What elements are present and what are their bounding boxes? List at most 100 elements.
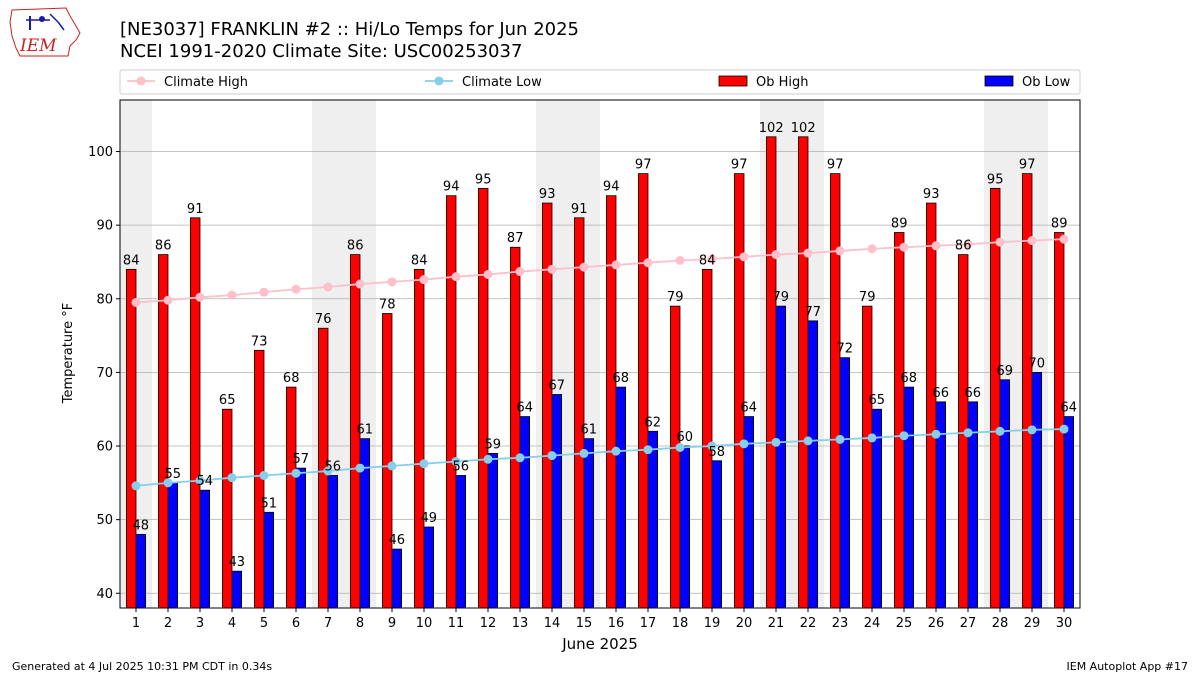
x-tick-label-19: 19 — [704, 616, 721, 631]
climate-high-point-day-9 — [387, 277, 397, 287]
label-ob-low-day-24: 65 — [869, 393, 886, 408]
label-ob-high-day-24: 79 — [859, 290, 876, 305]
legend-label-ob-high: Ob High — [756, 75, 809, 90]
climate-high-point-day-24 — [867, 244, 877, 254]
bar-ob-low-day-19 — [711, 460, 723, 609]
bar-ob-low-day-16 — [615, 386, 627, 609]
x-tick-label-15: 15 — [576, 616, 593, 631]
label-ob-low-day-20: 64 — [741, 401, 758, 416]
label-ob-high-day-16: 94 — [603, 180, 620, 195]
bar-ob-high-day-11 — [445, 195, 457, 609]
label-ob-high-day-22: 102 — [791, 121, 816, 136]
climate-low-point-day-21 — [771, 437, 781, 447]
bar-ob-low-day-3 — [199, 489, 211, 609]
x-tick-label-26: 26 — [928, 616, 945, 631]
climate-low-point-day-20 — [739, 439, 749, 449]
climate-high-point-day-6 — [291, 284, 301, 294]
bar-ob-high-day-1 — [126, 268, 137, 609]
bar-ob-high-day-3 — [189, 217, 201, 609]
climate-low-point-day-9 — [387, 461, 397, 471]
bar-ob-high-day-30 — [1054, 232, 1065, 609]
climate-lines — [131, 234, 1069, 491]
climate-low-point-day-10 — [419, 459, 429, 469]
y-axis-label: Temperature °F — [61, 303, 76, 404]
bar-ob-low-day-14 — [551, 394, 563, 609]
label-ob-low-day-28: 69 — [997, 364, 1014, 379]
bar-ob-high-day-17 — [638, 173, 649, 609]
climate-low-point-day-4 — [227, 473, 237, 483]
climate-high-point-day-29 — [1027, 236, 1037, 246]
y-tick-label-70: 70 — [96, 366, 113, 381]
legend: Climate High Climate Low Ob High Ob Low — [119, 69, 1081, 95]
bar-ob-low-day-7 — [327, 475, 339, 609]
label-ob-low-day-14: 67 — [549, 378, 566, 393]
label-ob-low-day-8: 61 — [357, 423, 374, 438]
climate-low-point-day-3 — [195, 476, 205, 486]
bar-ob-high-day-4 — [221, 408, 233, 609]
x-tick-label-12: 12 — [480, 616, 497, 631]
climate-low-point-day-2 — [163, 478, 173, 488]
footer-generated: Generated at 4 Jul 2025 10:31 PM CDT in … — [12, 660, 272, 673]
bar-ob-high-day-18 — [670, 305, 681, 609]
climate-low-point-day-7 — [323, 466, 333, 476]
bar-ob-low-day-21 — [775, 305, 787, 609]
x-tick-label-2: 2 — [164, 616, 172, 631]
label-ob-low-day-10: 49 — [421, 511, 438, 526]
x-tick-label-3: 3 — [196, 616, 204, 631]
label-ob-high-day-27: 86 — [955, 239, 972, 254]
climate-low-point-day-22 — [803, 436, 813, 446]
legend-item-climate-low: Climate Low — [425, 75, 542, 90]
climate-high-point-day-7 — [323, 282, 333, 292]
bar-ob-low-day-28 — [999, 379, 1011, 609]
climate-low-point-day-16 — [611, 446, 621, 456]
bar-ob-low-day-9 — [391, 548, 403, 609]
label-ob-high-day-2: 86 — [155, 239, 172, 254]
label-ob-low-day-11: 56 — [453, 459, 470, 474]
iem-logo: IEM — [9, 7, 81, 57]
label-ob-low-day-17: 62 — [645, 415, 662, 430]
legend-frame — [119, 69, 1081, 95]
label-ob-high-day-28: 95 — [987, 172, 1004, 187]
climate-high-point-day-27 — [963, 239, 973, 249]
data-labels: 84 48 86 55 91 54 65 43 73 51 68 57 76 56 86 61 78 46 84 49… — [123, 121, 1077, 570]
x-tick-label-6: 6 — [292, 616, 300, 631]
bar-ob-high-day-13 — [509, 246, 521, 609]
x-tick-label-22: 22 — [800, 616, 817, 631]
legend-label-ob-low: Ob Low — [1022, 75, 1071, 90]
label-ob-low-day-12: 59 — [485, 437, 502, 452]
climate-high-point-day-19 — [707, 254, 717, 264]
x-tick-label-20: 20 — [736, 616, 753, 631]
climate-high-point-day-5 — [259, 287, 269, 297]
bar-ob-low-day-10 — [423, 526, 435, 609]
weather-station-icon — [26, 13, 65, 31]
climate-low-point-day-6 — [291, 468, 301, 478]
label-ob-low-day-15: 61 — [581, 423, 598, 438]
label-ob-low-day-22: 77 — [805, 305, 822, 320]
climate-high-point-day-20 — [739, 252, 749, 262]
label-ob-low-day-21: 79 — [773, 290, 790, 305]
label-ob-low-day-23: 72 — [837, 342, 854, 357]
climate-low-point-day-18 — [675, 443, 685, 453]
label-ob-high-day-8: 86 — [347, 239, 364, 254]
chart-title: [NE3037] FRANKLIN #2 :: Hi/Lo Temps for … — [120, 19, 579, 40]
label-ob-high-day-7: 76 — [315, 312, 332, 327]
climate-high-point-day-3 — [195, 292, 205, 302]
bar-ob-high-day-26 — [926, 202, 937, 609]
climate-low-point-day-27 — [963, 428, 973, 438]
label-ob-low-day-9: 46 — [389, 533, 406, 548]
logo-text: IEM — [19, 36, 57, 56]
label-ob-high-day-5: 73 — [251, 334, 268, 349]
x-tick-label-4: 4 — [228, 616, 236, 631]
x-axis-label: June 2025 — [561, 635, 638, 653]
bar-ob-low-day-17 — [647, 430, 659, 609]
bar-ob-high-day-9 — [381, 313, 393, 609]
label-ob-high-day-4: 65 — [219, 393, 236, 408]
y-tick-label-40: 40 — [96, 587, 113, 602]
label-ob-high-day-13: 87 — [507, 231, 524, 246]
bar-ob-high-day-16 — [606, 195, 617, 609]
x-tick-label-8: 8 — [356, 616, 364, 631]
label-ob-low-day-3: 54 — [197, 474, 214, 489]
bar-ob-low-day-4 — [231, 570, 243, 609]
bar-ob-low-day-5 — [263, 511, 275, 609]
